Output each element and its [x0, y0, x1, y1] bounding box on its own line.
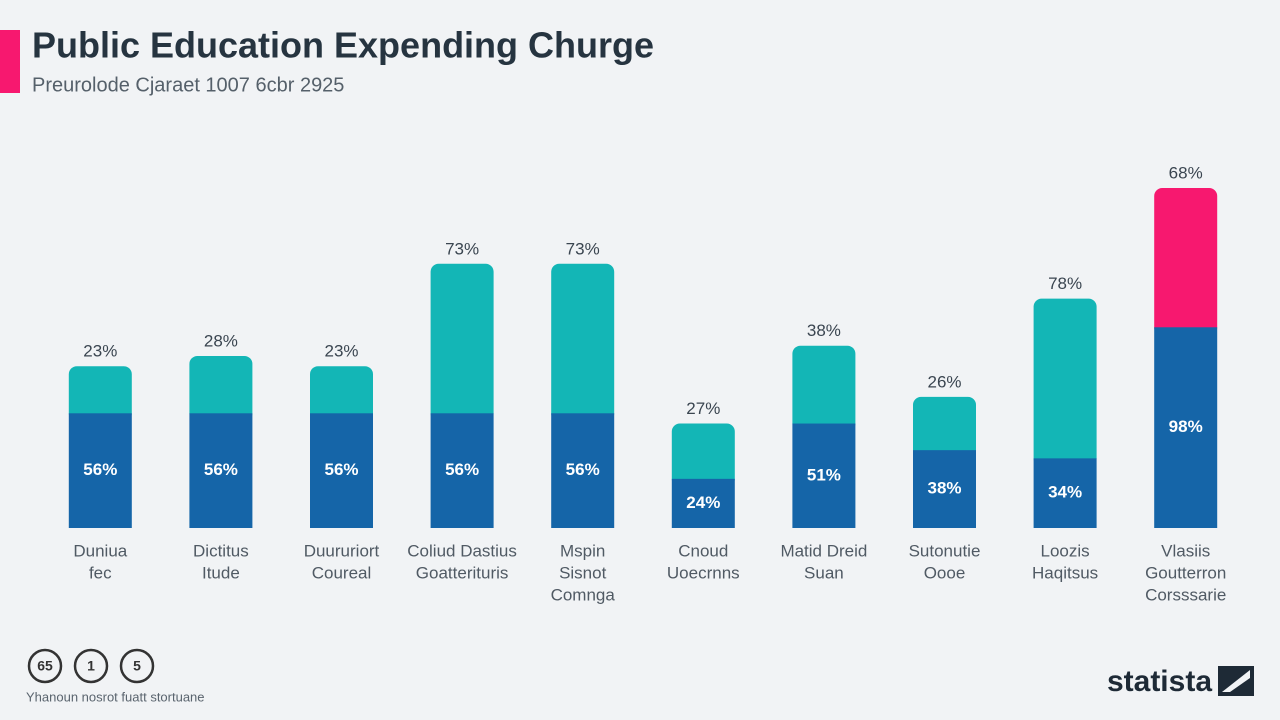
icon-label: 1: [87, 658, 95, 674]
chart-title: Public Education Expending Churge: [32, 25, 654, 66]
value-label: 34%: [1048, 483, 1082, 502]
x-tick-label: Mspin: [560, 541, 605, 560]
value-label: 23%: [324, 342, 358, 361]
bar-segment: [551, 263, 615, 422]
value-label: 56%: [204, 460, 238, 479]
x-tick-label: Sisnot: [559, 563, 607, 582]
icon-circle: [73, 648, 109, 684]
bar-segment: [1033, 298, 1097, 467]
value-label: 24%: [686, 493, 720, 512]
bar-segment: [430, 263, 494, 422]
value-label: 56%: [83, 460, 117, 479]
bar-segment: [68, 366, 132, 422]
icon-label: 65: [37, 658, 53, 674]
bar-segment: [1154, 327, 1218, 528]
logo-mark: [1218, 666, 1254, 696]
x-tick-label: Duururiort: [304, 541, 380, 560]
footer-icons: 65 1 5: [27, 648, 155, 684]
value-label: 23%: [83, 342, 117, 361]
x-tick-label: Haqitsus: [1032, 563, 1098, 582]
value-label: 38%: [807, 321, 841, 340]
x-tick-label: Suan: [804, 563, 844, 582]
x-tick-label: Duniua: [73, 541, 127, 560]
bar-segment: [913, 396, 976, 459]
bar-segment: [310, 366, 373, 422]
value-label: 28%: [204, 331, 238, 350]
x-tick-label: Corsssarie: [1145, 585, 1226, 604]
x-tick-label: Oooe: [924, 563, 966, 582]
chart-subtitle: Preurolode Cjaraet 1007 6cbr 2925: [32, 74, 344, 96]
accent-bar: [0, 30, 20, 93]
value-label: 56%: [566, 460, 600, 479]
bar-segment: [671, 423, 735, 487]
bar-segment: [189, 355, 253, 422]
bar-segment: [551, 413, 615, 528]
x-tick-label: Comnga: [551, 585, 616, 604]
x-tick-label: Cnoud: [678, 541, 728, 560]
x-tick-label: Itude: [202, 563, 240, 582]
bar-segment: [430, 413, 494, 528]
bar-segment: [1033, 458, 1097, 528]
value-label: 27%: [686, 399, 720, 418]
bar-segment: [189, 413, 253, 528]
x-tick-label: Goatterituris: [416, 563, 509, 582]
value-label: 73%: [445, 239, 479, 258]
x-tick-label: Matid Dreid: [780, 541, 867, 560]
icon-label: 5: [133, 658, 141, 674]
x-tick-label: Coliud Dastius: [407, 541, 517, 560]
value-label: 98%: [1169, 417, 1203, 436]
value-label: 51%: [807, 465, 841, 484]
value-label: 56%: [324, 460, 358, 479]
x-tick-label: fec: [89, 563, 112, 582]
logo-stripe: [1222, 670, 1250, 692]
bar-segment: [1154, 188, 1218, 336]
value-label: 78%: [1048, 274, 1082, 293]
value-label: 73%: [566, 239, 600, 258]
x-tick-label: Dictitus: [193, 541, 249, 560]
value-label: 38%: [927, 479, 961, 498]
x-tick-label: Coureal: [312, 563, 372, 582]
icon-circle: [27, 648, 63, 684]
source-note: Yhanoun nosrot fuatt stortuane: [26, 689, 205, 704]
logo-text: statista: [1107, 665, 1212, 698]
value-label: 56%: [445, 460, 479, 479]
bar-segment: [671, 478, 735, 528]
bar-segment: [792, 423, 856, 528]
value-label: 26%: [927, 372, 961, 391]
x-tick-label: Sutonutie: [909, 541, 981, 560]
x-tick-label: Vlasiis: [1161, 541, 1210, 560]
bar-segment: [310, 413, 373, 528]
x-tick-label: Loozis: [1041, 541, 1090, 560]
value-label: 68%: [1169, 163, 1203, 182]
x-tick-label: Uoecrnns: [667, 563, 740, 582]
x-tick-label: Goutterron: [1145, 563, 1226, 582]
bar-segment: [913, 450, 976, 528]
bar-segment: [792, 345, 856, 432]
icon-circle: [119, 648, 155, 684]
bar-segment: [68, 413, 132, 528]
